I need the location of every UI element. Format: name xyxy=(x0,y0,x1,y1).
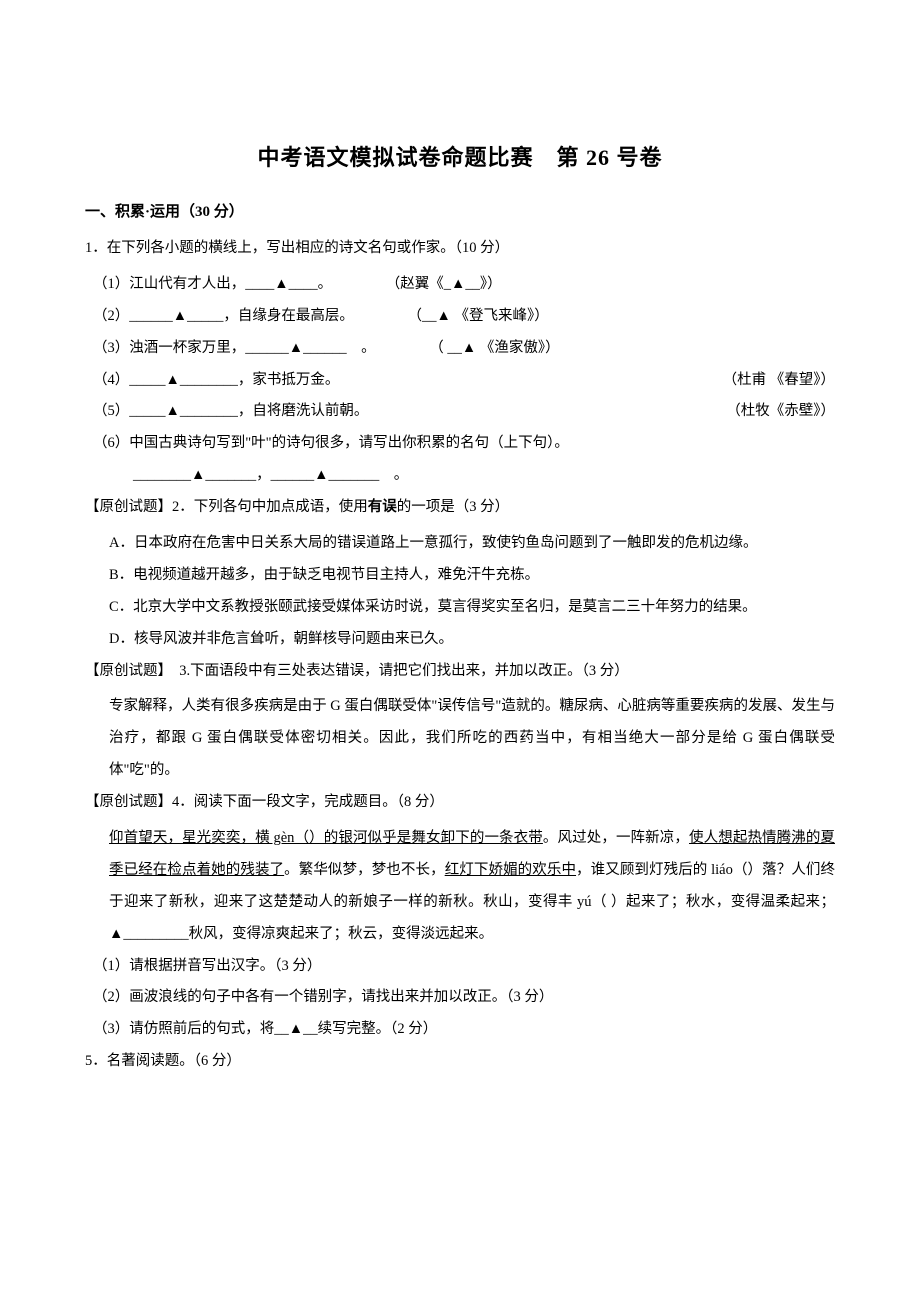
section-1-header: 一、积累·运用（30 分） xyxy=(85,200,835,221)
q2-label: 【原创试题】2．下列各句中加点成语，使用 xyxy=(85,499,368,515)
q2-label-bold: 有误 xyxy=(368,499,397,515)
q1-item-5: （5）_____▲________，自将磨洗认前朝。 （杜牧《赤壁》） xyxy=(85,396,835,428)
q3-passage: 专家解释，人类有很多疾病是由于 G 蛋白偶联受体"误传信号"造就的。糖尿病、心脏… xyxy=(85,691,835,787)
q1-item-3: （3）浊酒一杯家万里，______▲______ 。 （ __▲ 《渔家傲》） xyxy=(85,333,835,365)
q3-stem: 【原创试题】 3.下面语段中有三处表达错误，请把它们找出来，并加以改正。（3 分… xyxy=(85,656,835,688)
q1-item-4: （4）_____▲________，家书抵万金。 （杜甫 《春望》） xyxy=(85,365,835,397)
q2-option-d: D．核导风波并非危言耸听，朝鲜核导问题由来已久。 xyxy=(85,624,835,656)
q1-item-3-right: （ __▲ 《渔家傲》） xyxy=(379,333,559,365)
q1-item-2: （2）______▲_____，自缘身在最高层。 （__▲ 《登飞来峰》） xyxy=(85,301,835,333)
q1-item-3-left: （3）浊酒一杯家万里，______▲______ 。 xyxy=(93,340,376,356)
q4-sub1: （1）请根据拼音写出汉字。（3 分） xyxy=(85,951,835,983)
q4-passage: 仰首望天，星光奕奕，横 gèn（）的银河似乎是舞女卸下的一条衣带。风过处，一阵新… xyxy=(85,823,835,951)
q1-item-2-right: （__▲ 《登飞来峰》） xyxy=(357,301,548,333)
q1-item-6: （6）中国古典诗句写到"叶"的诗句很多，请写出你积累的名句（上下句）。 xyxy=(85,428,835,460)
q2-label-tail: 的一项是（3 分） xyxy=(397,499,509,515)
q1-item-5-left: （5）_____▲________，自将磨洗认前朝。 xyxy=(93,403,368,419)
q4-passage-u3: 红灯下娇媚的欢乐中 xyxy=(445,862,576,878)
q1-item-1-left: （1）江山代有才人出，____▲____。 xyxy=(93,276,332,292)
exam-title: 中考语文模拟试卷命题比赛 第 26 号卷 xyxy=(85,140,835,172)
q1-item-1: （1）江山代有才人出，____▲____。 （赵翼《_▲__》） xyxy=(85,269,835,301)
q1-item-1-right: （赵翼《_▲__》） xyxy=(336,269,502,301)
q1-item-2-left: （2）______▲_____，自缘身在最高层。 xyxy=(93,308,354,324)
q4-stem: 【原创试题】4．阅读下面一段文字，完成题目。（8 分） xyxy=(85,787,835,819)
q4-passage-u1: 仰首望天，星光奕奕，横 gèn（）的银河似乎是舞女卸下的一条衣带 xyxy=(109,830,543,846)
q4-sub3: （3）请仿照前后的句式，将__▲__续写完整。（2 分） xyxy=(85,1014,835,1046)
q2-stem: 【原创试题】2．下列各句中加点成语，使用有误的一项是（3 分） xyxy=(85,492,835,524)
q2-option-a: A．日本政府在危害中日关系大局的错误道路上一意孤行，致使钓鱼岛问题到了一触即发的… xyxy=(85,528,835,560)
q2-option-c: C．北京大学中文系教授张颐武接受媒体采访时说，莫言得奖实至名归，是莫言二三十年努… xyxy=(85,592,835,624)
q1-item-4-right: （杜甫 《春望》） xyxy=(723,365,835,397)
q1-item-6-answer: ________▲_______，______▲_______ 。 xyxy=(85,460,835,492)
q5-stem: 5．名著阅读题。（6 分） xyxy=(85,1046,835,1078)
q4-passage-t1: 。风过处，一阵新凉， xyxy=(543,830,689,846)
q4-passage-t2: 。繁华似梦，梦也不长， xyxy=(284,862,445,878)
q1-item-4-left: （4）_____▲________，家书抵万金。 xyxy=(93,372,339,388)
q1-stem: 1．在下列各小题的横线上，写出相应的诗文名句或作家。（10 分） xyxy=(85,233,835,265)
q1-item-5-right: （杜牧《赤壁》） xyxy=(726,396,835,428)
q2-option-b: B．电视频道越开越多，由于缺乏电视节目主持人，难免汗牛充栋。 xyxy=(85,560,835,592)
q4-sub2: （2）画波浪线的句子中各有一个错别字，请找出来并加以改正。（3 分） xyxy=(85,982,835,1014)
